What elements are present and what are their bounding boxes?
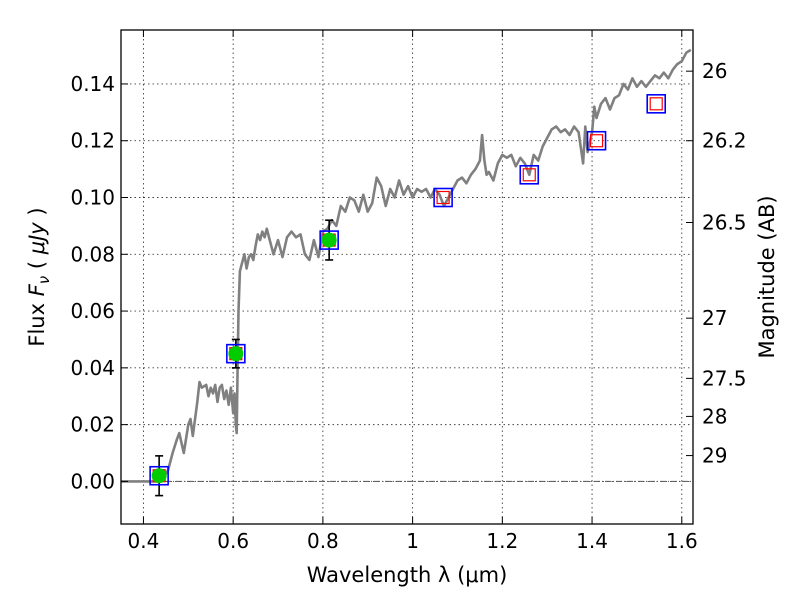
model-box [226,343,246,364]
y2-tick-label: 26.5 [702,210,747,234]
y-tick-label: 0.10 [70,186,115,210]
y-tick-label: 0.04 [70,356,115,380]
y-tick-label: 0.14 [70,72,115,96]
y2-tick-label: 26 [702,59,727,83]
model-box [519,164,540,185]
x-tick-label: 0.8 [307,529,339,553]
model-box [646,94,667,114]
model-box-inner [649,97,663,111]
x-tick-label: 1.4 [576,529,608,553]
observed-point [151,468,167,484]
plot-frame [120,29,694,525]
model-box [149,465,169,486]
model-box-inner [589,134,604,148]
model-box [433,187,453,208]
x-axis-label: Wavelength λ (μm) [307,563,508,587]
y2-tick-label: 27 [702,306,727,330]
y2-tick-label: 29 [702,444,727,468]
observed-point [321,232,337,248]
y2-tick-label: 28 [702,404,727,428]
model-box [319,230,339,250]
axis-ticks: 0.4 0.6 0.8 1 1.2 1.4 1.6 0.00 0.02 0.04 0.06 0.08 0… [70,30,747,553]
y-tick-label: 0.08 [70,242,115,266]
y2-tick-label: 27.5 [702,366,747,390]
y-tick-label: 0.06 [70,299,115,323]
x-tick-label: 0.6 [217,529,249,553]
photometry-points [149,94,667,497]
y-tick-label: 0.00 [70,469,115,493]
y-tick-label: 0.12 [70,129,115,153]
model-box [586,130,607,151]
x-tick-label: 1.2 [486,529,518,553]
model-box-inner [436,190,450,205]
y-axis-label: Flux Fν ( μJy ) [25,207,53,346]
model-box-inner [522,168,536,182]
grid [121,30,693,524]
x-tick-label: 0.4 [128,529,160,553]
y2-tick-label: 26.2 [702,129,747,153]
observed-point [228,346,244,362]
y2-axis-label: Magnitude (AB) [755,195,779,358]
x-tick-label: 1.6 [666,529,698,553]
y-tick-label: 0.02 [70,413,115,437]
x-tick-label: 1 [406,529,419,553]
spectrum-line [121,48,692,483]
